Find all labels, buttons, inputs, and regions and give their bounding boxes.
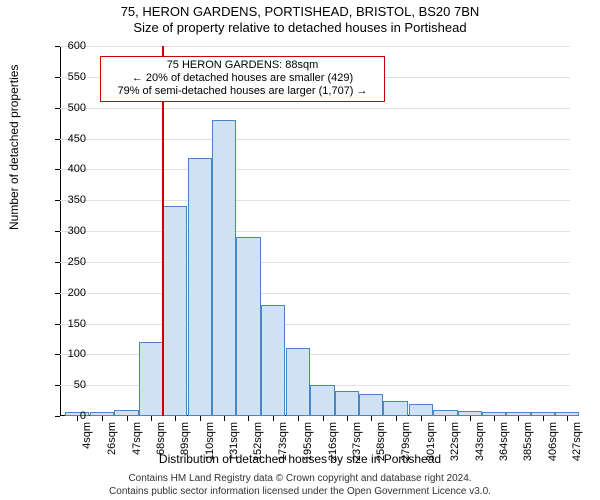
x-tick	[347, 416, 348, 421]
histogram-bar	[163, 206, 187, 416]
x-tick	[127, 416, 128, 421]
histogram-bar	[139, 342, 163, 416]
x-tick	[518, 416, 519, 421]
gridline	[60, 169, 570, 170]
chart-footer: Contains HM Land Registry data © Crown c…	[0, 473, 600, 498]
histogram-bar	[383, 401, 407, 416]
annotation-line: 75 HERON GARDENS: 88sqm	[105, 59, 380, 72]
x-tick	[298, 416, 299, 421]
title-address: 75, HERON GARDENS, PORTISHEAD, BRISTOL, …	[0, 4, 600, 20]
annotation-line: 79% of semi-detached houses are larger (…	[105, 85, 380, 98]
gridline	[60, 354, 570, 355]
gridline	[60, 324, 570, 325]
x-tick	[175, 416, 176, 421]
chart-area: 4sqm26sqm47sqm68sqm89sqm110sqm131sqm152s…	[60, 46, 570, 416]
x-tick	[102, 416, 103, 421]
gridline	[60, 293, 570, 294]
x-tick-label: 68sqm	[155, 422, 167, 455]
footer-line1: Contains HM Land Registry data © Crown c…	[0, 473, 600, 486]
histogram-bar	[310, 385, 334, 416]
chart-plot: 4sqm26sqm47sqm68sqm89sqm110sqm131sqm152s…	[60, 46, 570, 416]
footer-line2: Contains public sector information licen…	[0, 486, 600, 499]
x-tick	[224, 416, 225, 421]
annotation-box: 75 HERON GARDENS: 88sqm← 20% of detached…	[100, 56, 385, 102]
chart-title-block: 75, HERON GARDENS, PORTISHEAD, BRISTOL, …	[0, 0, 600, 37]
x-tick	[371, 416, 372, 421]
x-tick	[567, 416, 568, 421]
gridline	[60, 46, 570, 47]
y-tick-label: 600	[46, 40, 86, 52]
x-tick	[200, 416, 201, 421]
y-axis-label: Number of detached properties	[7, 65, 21, 230]
gridline	[60, 108, 570, 109]
histogram-bar	[212, 120, 236, 416]
x-tick	[151, 416, 152, 421]
x-axis-label: Distribution of detached houses by size …	[0, 452, 600, 466]
histogram-bar	[188, 158, 212, 416]
y-tick-label: 350	[46, 194, 86, 206]
y-tick-label: 100	[46, 348, 86, 360]
y-tick-label: 200	[46, 287, 86, 299]
x-tick	[445, 416, 446, 421]
histogram-bar	[286, 348, 310, 416]
y-tick-label: 250	[46, 256, 86, 268]
x-tick-label: 89sqm	[179, 422, 191, 455]
y-tick-label: 300	[46, 225, 86, 237]
histogram-bar	[409, 404, 433, 416]
histogram-bar	[335, 391, 359, 416]
x-tick	[421, 416, 422, 421]
x-tick-label: 4sqm	[81, 422, 93, 449]
x-tick	[248, 416, 249, 421]
gridline	[60, 200, 570, 201]
x-tick	[470, 416, 471, 421]
x-tick	[396, 416, 397, 421]
histogram-bar	[359, 394, 383, 416]
histogram-bar	[236, 237, 260, 416]
x-tick	[494, 416, 495, 421]
gridline	[60, 139, 570, 140]
y-tick-label: 500	[46, 102, 86, 114]
y-tick-label: 150	[46, 318, 86, 330]
y-tick-label: 0	[46, 410, 86, 422]
gridline	[60, 231, 570, 232]
x-tick-label: 47sqm	[131, 422, 143, 455]
x-tick	[273, 416, 274, 421]
y-tick-label: 550	[46, 71, 86, 83]
annotation-line: ← 20% of detached houses are smaller (42…	[105, 72, 380, 85]
histogram-bar	[261, 305, 285, 416]
title-subtitle: Size of property relative to detached ho…	[0, 20, 600, 36]
gridline	[60, 262, 570, 263]
x-tick	[323, 416, 324, 421]
y-tick-label: 400	[46, 163, 86, 175]
x-tick	[543, 416, 544, 421]
y-tick-label: 50	[46, 379, 86, 391]
y-tick-label: 450	[46, 133, 86, 145]
x-tick-label: 26sqm	[106, 422, 118, 455]
